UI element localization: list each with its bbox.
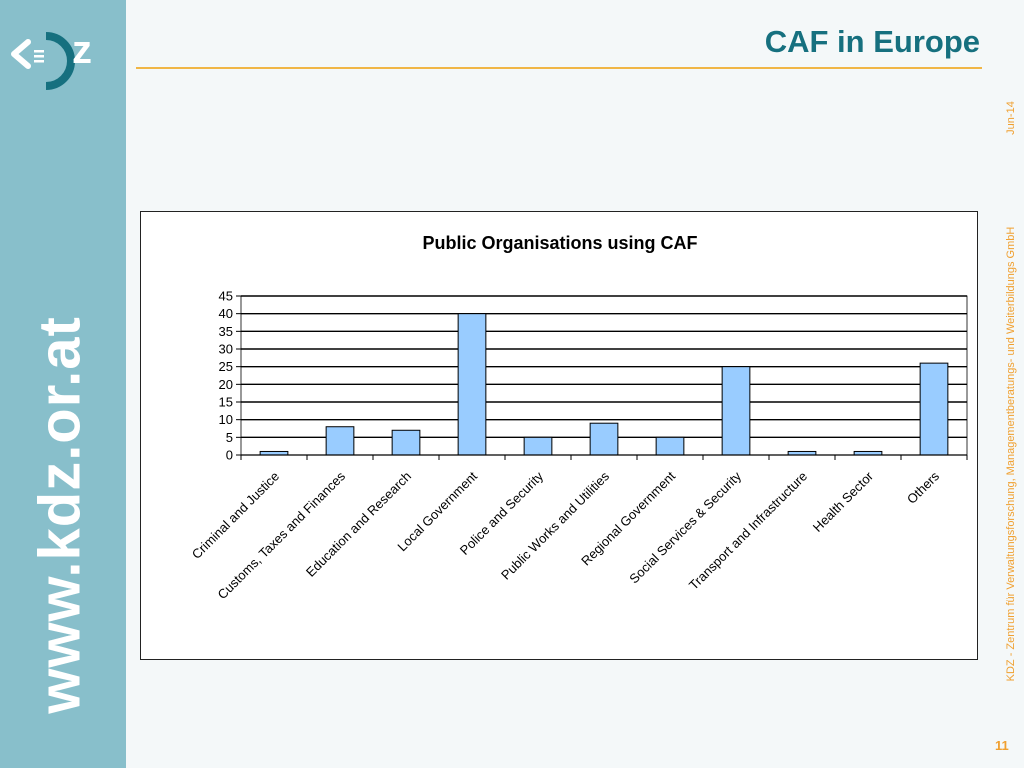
y-tick-label: 35	[219, 324, 233, 339]
page-number: 11	[995, 738, 1009, 753]
x-tick-label: Public Works and Utilities	[498, 468, 612, 582]
y-tick-label: 45	[219, 289, 233, 304]
y-tick-label: 25	[219, 359, 233, 374]
logo-letter: z	[72, 28, 92, 72]
bar	[391, 429, 421, 456]
x-tick-label: Others	[904, 468, 943, 507]
chart-title: Public Organisations using CAF	[422, 233, 697, 253]
bar	[589, 422, 619, 456]
bar	[919, 362, 949, 456]
bar	[325, 426, 355, 456]
bar	[655, 436, 685, 456]
y-tick-label: 10	[219, 412, 233, 427]
gridlines	[241, 295, 967, 439]
sidebar: z www.kdz.or.at	[0, 0, 126, 768]
x-tick-label: Transport and Infrastructure	[686, 469, 810, 593]
x-tick-label: Customs, Taxes and Finances	[215, 468, 349, 602]
axes	[236, 295, 968, 460]
bar	[523, 436, 553, 456]
bar	[721, 366, 751, 456]
bar	[457, 313, 487, 456]
chart-container: Public Organisations using CAF 0 5 10 15 20 2…	[140, 211, 978, 660]
y-tick-label: 30	[219, 342, 233, 357]
organisation-footer: KDZ - Zentrum für Verwaltungsforschung, …	[1005, 226, 1017, 682]
x-tick-label: Health Sector	[810, 468, 877, 535]
y-tick-label: 0	[226, 448, 233, 463]
y-tick-label: 5	[226, 430, 233, 445]
title-divider	[136, 67, 982, 69]
y-tick-label: 40	[219, 306, 233, 321]
x-tick-label: Social Services & Security	[626, 468, 744, 586]
y-tick-label: 15	[219, 395, 233, 410]
slide-title: CAF in Europe	[764, 24, 980, 59]
y-tick-label: 20	[219, 377, 233, 392]
bars	[259, 313, 949, 456]
slide-date: Jun-14	[1005, 101, 1017, 135]
y-tick-labels: 0 5 10 15 20 25 30 35 40 45	[219, 289, 233, 463]
kdz-logo-icon	[11, 32, 75, 90]
website-url: www.kdz.or.at	[27, 316, 93, 714]
bar-chart: Public Organisations using CAF 0 5 10 15 20 2…	[189, 233, 968, 602]
